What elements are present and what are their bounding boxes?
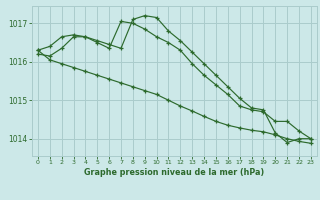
X-axis label: Graphe pression niveau de la mer (hPa): Graphe pression niveau de la mer (hPa) — [84, 168, 265, 177]
